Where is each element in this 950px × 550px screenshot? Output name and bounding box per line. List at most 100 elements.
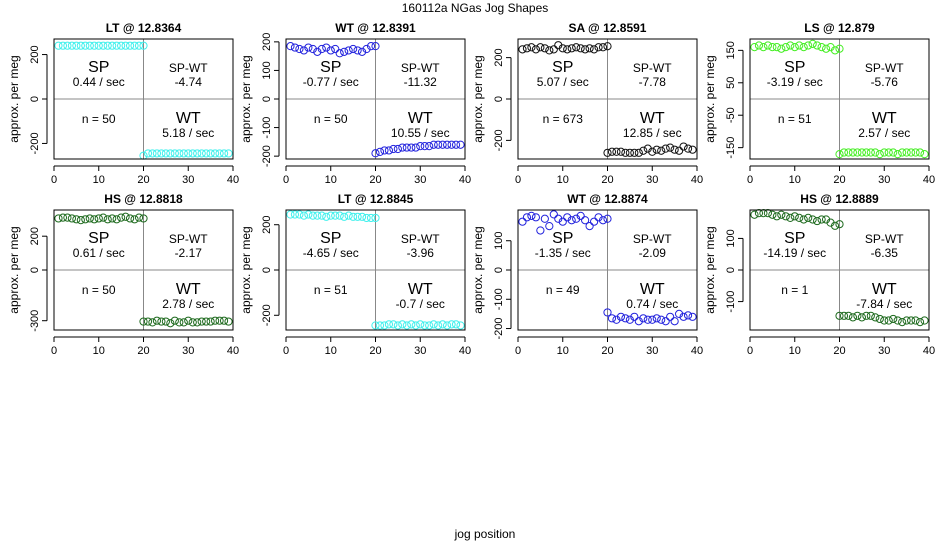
data-point [898,148,907,157]
data-point [567,44,576,53]
data-point [630,312,639,321]
x-tick-label: 10 [93,345,105,357]
chart-panel-lt-2: LT @ 12.8845 approx. per meg SP -4.65 / sec… [232,188,471,366]
data-point [862,311,871,320]
data-point [206,149,215,158]
wt-rate: -0.7 / sec [396,297,445,311]
data-point [286,210,295,219]
data-point [598,216,608,225]
sp-label: SP [784,230,805,247]
data-point [844,148,853,157]
x-tick-label: 30 [414,345,426,357]
x-tick-label: 0 [747,174,753,186]
data-point [76,216,85,225]
data-point [420,142,429,151]
data-point [536,43,545,52]
data-point [518,45,527,54]
y-tick-label: 200 [261,33,273,51]
sp-rate: -0.77 / sec [303,75,359,89]
data-point [549,45,558,54]
sp-wt-label: SP-WT [633,232,672,246]
data-point [313,211,322,220]
y-tick-label: -200 [493,129,505,151]
x-tick-label: 20 [833,345,845,357]
data-point [781,212,790,221]
data-point [139,317,148,326]
data-point [335,211,344,220]
sp-wt-value: -5.76 [871,75,899,89]
data-point [563,213,572,222]
data-point [407,320,416,329]
sp-wt-value: -7.78 [639,75,667,89]
x-tick-label: 40 [691,345,703,357]
data-point [666,312,675,321]
data-point [634,317,643,326]
panel-title: WT @ 12.8874 [567,192,648,206]
data-point [875,314,884,324]
wt-label: WT [640,110,665,127]
data-point [616,312,626,321]
data-point [63,213,72,222]
data-point [920,316,929,325]
x-tick-label: 10 [557,174,569,186]
chart-svg-lt-2: LT @ 12.8845 approx. per meg SP-4.65 / sec… [239,192,471,357]
data-point [683,144,693,153]
data-point [447,140,456,149]
data-point [585,221,594,231]
plot-frame [53,209,234,331]
y-tick-label: 200 [29,45,41,63]
y-tick-label: -150 [725,137,737,159]
data-point [857,148,866,157]
data-point [567,216,576,225]
y-tick-label: 0 [261,96,273,102]
data-point [915,318,925,327]
data-point [85,214,94,223]
data-point [772,212,781,221]
data-point [152,316,162,325]
n-count: n = 673 [543,112,584,126]
data-point [853,148,862,157]
chart-panel-ls: LS @ 12.879 approx. per meg SP -3.19 / sec S… [696,17,935,195]
data-point [804,41,813,50]
data-point [366,42,376,51]
data-point [322,212,331,221]
x-tick-label: 0 [747,345,753,357]
n-count: n = 50 [82,112,116,126]
data-point [907,316,916,325]
data-point [188,318,197,327]
data-point [416,142,425,151]
x-tick-label: 10 [325,345,337,357]
data-point [522,213,532,222]
data-point [117,41,126,50]
data-point [625,315,634,324]
chart-svg-sa: SA @ 12.8591 approx. per meg SP5.07 / sec S… [471,21,703,186]
data-point [134,213,144,222]
x-tick-label: 0 [515,345,521,357]
data-point [884,316,893,325]
chart-panel-wt-1: WT @ 12.8391 approx. per meg SP -0.77 / sec… [232,17,471,195]
data-point [688,312,697,321]
x-tick-label: 30 [646,174,658,186]
y-tick-label: 0 [493,96,505,102]
data-point [821,44,831,53]
x-tick-label: 30 [414,174,426,186]
data-point [666,143,675,152]
data-point [353,46,362,55]
data-point [402,321,411,330]
y-axis-label: approx. per meg [703,226,717,313]
data-point [326,46,335,55]
sp-label: SP [88,59,109,76]
data-point [830,46,840,55]
data-point [81,41,90,50]
data-point [531,213,541,222]
data-point [166,149,175,158]
x-tick-label: 20 [137,345,149,357]
data-point [308,44,317,54]
data-point [103,215,112,224]
sp-label: SP [552,230,573,247]
sp-wt-value: -2.09 [639,246,667,260]
data-point [148,149,157,158]
x-axis-label: jog position [454,527,516,541]
data-point [166,319,175,328]
